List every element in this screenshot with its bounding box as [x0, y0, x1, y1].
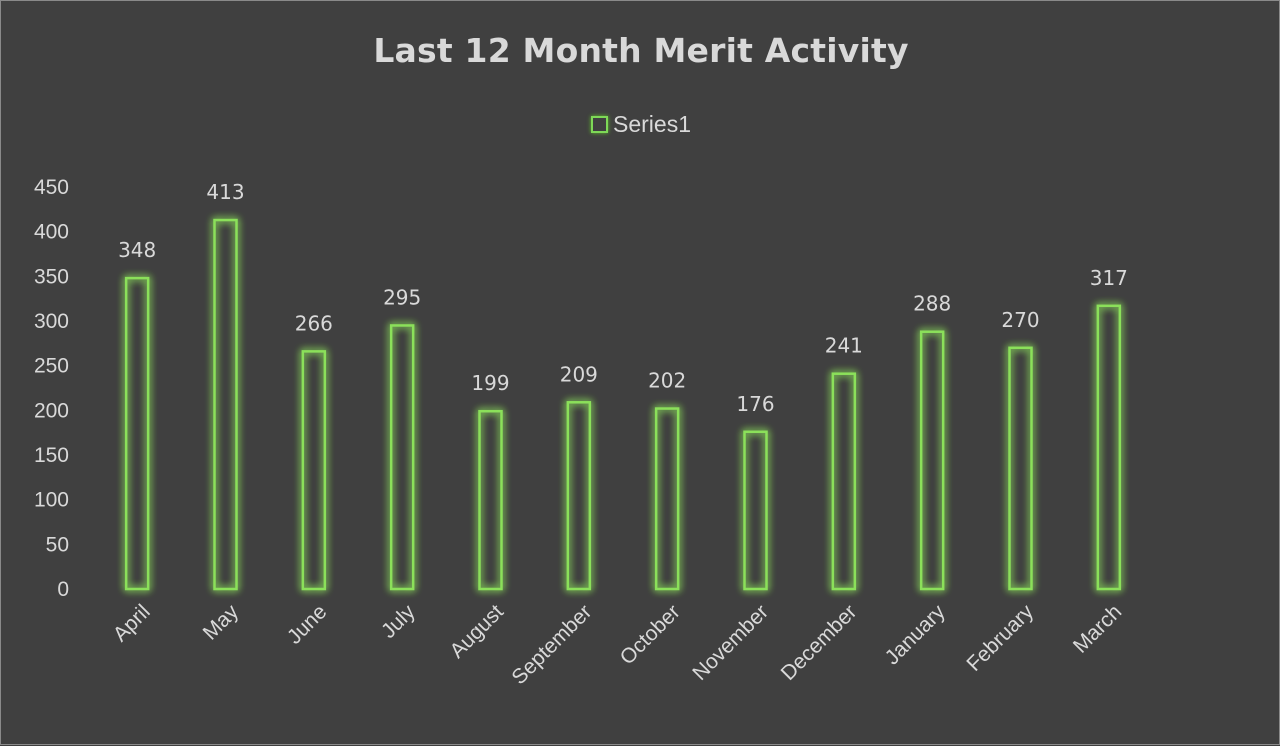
- bar-may: [213, 218, 238, 591]
- bar-october: [654, 407, 680, 591]
- x-tick-label: July: [377, 600, 420, 643]
- legend: Series1: [1, 111, 1280, 138]
- data-label-march: 317: [1090, 266, 1128, 290]
- x-tick-label: October: [616, 600, 685, 669]
- data-label-may: 413: [206, 180, 244, 204]
- bar-july: [389, 324, 415, 591]
- data-label-april: 348: [118, 238, 156, 262]
- bar-december: [831, 372, 857, 591]
- y-axis: 0 50 100 150 200 250 300 350 400 450: [34, 176, 69, 601]
- bar-april: [124, 276, 150, 591]
- y-tick-label: 250: [34, 355, 69, 378]
- legend-swatch: [591, 116, 608, 133]
- x-tick-label: August: [446, 600, 509, 663]
- x-tick-label: November: [688, 600, 773, 685]
- x-tick-label: April: [109, 600, 155, 646]
- y-tick-label: 300: [34, 310, 69, 333]
- data-label-february: 270: [1001, 308, 1039, 332]
- bar-november: [743, 430, 768, 591]
- data-label-september: 209: [560, 362, 598, 386]
- y-tick-label: 450: [34, 176, 69, 199]
- bar-january: [919, 330, 945, 591]
- data-label-august: 199: [471, 371, 509, 395]
- bar-march: [1096, 304, 1122, 591]
- y-tick-label: 50: [46, 533, 69, 556]
- y-tick-label: 400: [34, 221, 69, 244]
- bar-february: [1008, 346, 1033, 591]
- y-tick-label: 200: [34, 399, 69, 422]
- bar-june: [301, 350, 327, 591]
- y-tick-label: 0: [57, 578, 69, 601]
- data-label-december: 241: [825, 334, 863, 358]
- x-tick-label: March: [1069, 600, 1127, 658]
- legend-label: Series1: [613, 111, 691, 137]
- chart-title: Last 12 Month Merit Activity: [373, 31, 909, 70]
- bar-august: [478, 409, 503, 591]
- y-tick-label: 100: [34, 489, 69, 512]
- x-tick-label: December: [777, 600, 862, 685]
- y-tick-label: 350: [34, 265, 69, 288]
- y-tick-label: 150: [34, 444, 69, 467]
- x-tick-label: September: [507, 600, 596, 689]
- data-label-june: 266: [295, 311, 333, 335]
- x-tick-label: June: [283, 600, 331, 648]
- x-tick-label: May: [199, 600, 244, 645]
- x-axis: April May June July August September October No…: [109, 600, 1127, 689]
- data-label-october: 202: [648, 369, 686, 393]
- data-label-november: 176: [736, 392, 774, 416]
- x-tick-label: January: [881, 600, 950, 669]
- x-tick-label: February: [962, 600, 1038, 676]
- data-label-july: 295: [383, 285, 421, 309]
- data-labels: 348 413 266 295 199 209 202 176 241 288 270 317: [118, 180, 1128, 416]
- bar-september: [566, 401, 592, 591]
- bars: [124, 218, 1122, 591]
- data-label-january: 288: [913, 292, 951, 316]
